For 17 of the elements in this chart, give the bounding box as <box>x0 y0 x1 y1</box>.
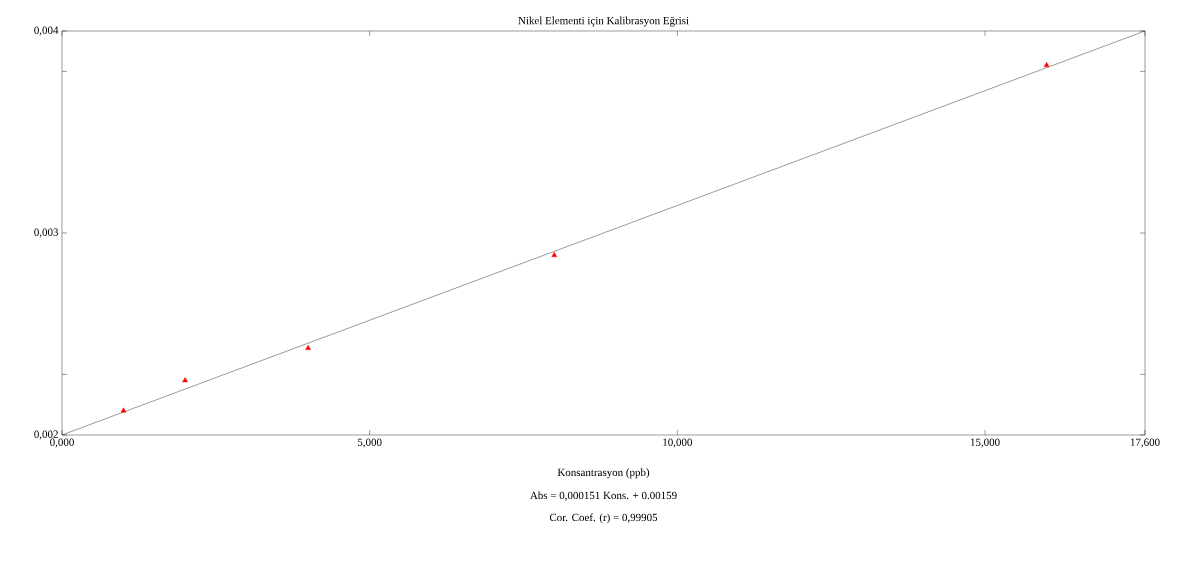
y-tick-label: 0,003 <box>34 228 59 238</box>
y-tick-label: 0,004 <box>34 26 59 36</box>
point <box>305 344 311 350</box>
x-tick-label: 5,000 <box>357 438 382 448</box>
chart-title: Nikel Elementi için Kalibrasyon Eğrisi <box>518 16 689 27</box>
text: Cor. Coef. (r) = 0,99905 <box>549 513 658 524</box>
x-axis-title: Konsantrasyon (ppb) <box>557 468 650 479</box>
x-tick-label: 10,000 <box>663 438 692 448</box>
point <box>1043 62 1050 68</box>
x-tick-label: 0,000 <box>50 438 74 448</box>
text: Abs = 0,000151 Kons. + 0.00159 <box>530 491 677 501</box>
x-tick-label: 15,000 <box>970 438 1000 448</box>
x-tick-label: 17,600 <box>1130 438 1160 448</box>
y-tick-label: 0,002 <box>34 430 58 440</box>
point <box>551 252 558 257</box>
point <box>182 377 188 383</box>
point <box>120 407 127 413</box>
